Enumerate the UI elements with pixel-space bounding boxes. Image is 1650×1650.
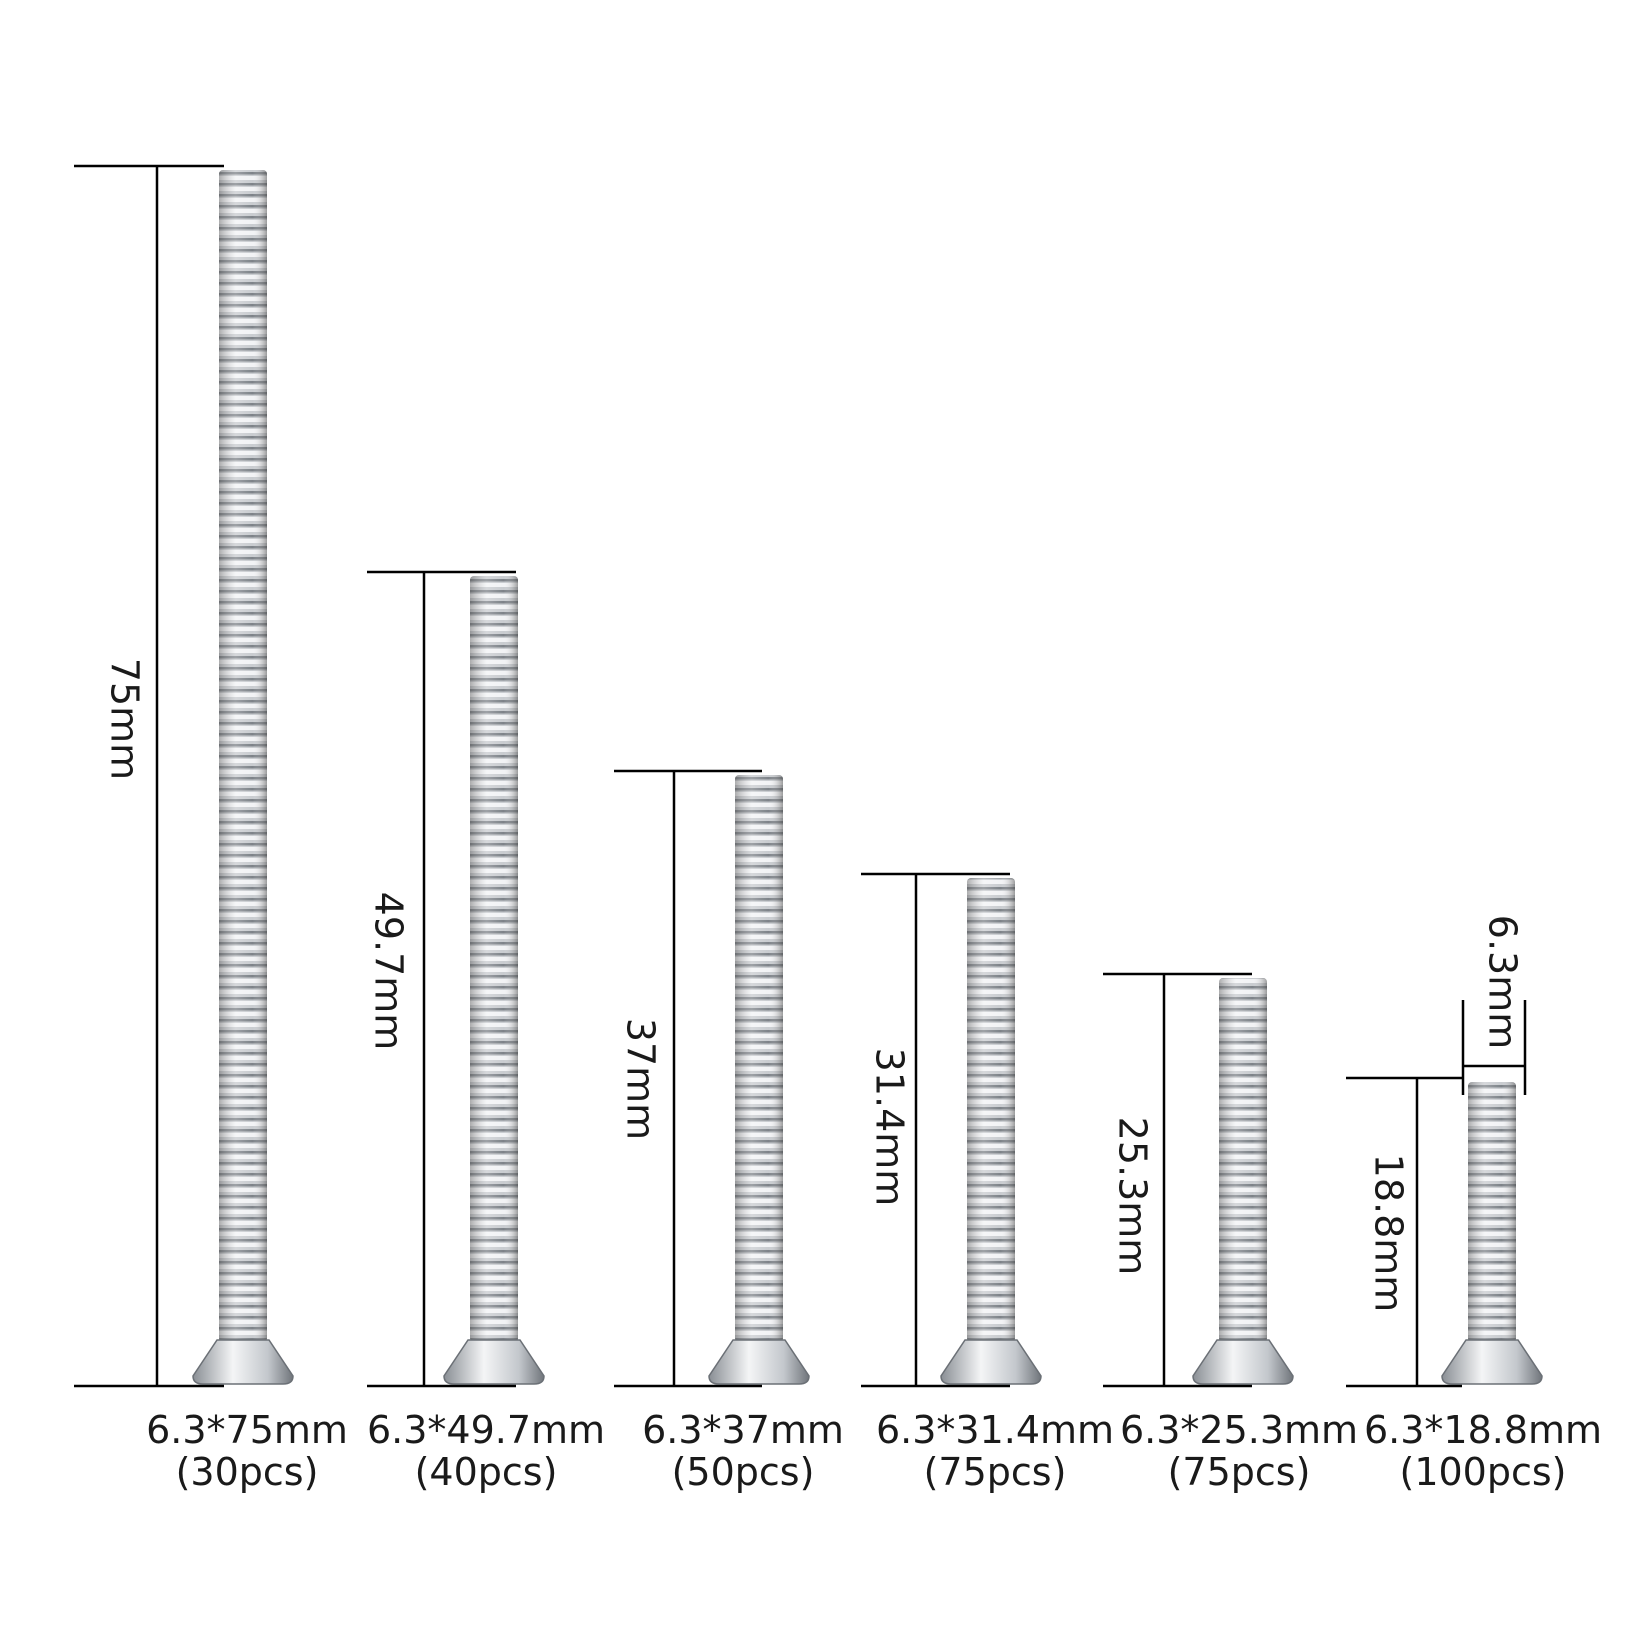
screw: 18.8mm 6.3*18.8mm(100pcs) (1346, 1076, 1602, 1494)
count-label: (50pcs) (672, 1450, 815, 1494)
screw: 75mm 6.3*75mm(30pcs) (74, 164, 348, 1494)
screw: 49.7mm 6.3*49.7mm(40pcs) (367, 570, 605, 1494)
length-label: 49.7mm (367, 892, 411, 1051)
size-label: 6.3*75mm (146, 1408, 348, 1452)
count-label: (100pcs) (1400, 1450, 1567, 1494)
screw-head (1192, 1339, 1294, 1385)
screw-shade (219, 170, 267, 1342)
screw: 37mm 6.3*37mm(50pcs) (614, 769, 844, 1494)
screw-head (1441, 1339, 1543, 1385)
screw-head (708, 1339, 810, 1385)
size-label: 6.3*18.8mm (1364, 1408, 1602, 1452)
length-label: 25.3mm (1111, 1117, 1155, 1276)
screw-shade (1219, 978, 1267, 1342)
screw-shade (967, 878, 1015, 1342)
screw-head (192, 1339, 294, 1385)
screw-head (940, 1339, 1042, 1385)
length-label: 75mm (103, 658, 147, 780)
screw-head (443, 1339, 545, 1385)
size-label: 6.3*49.7mm (367, 1408, 605, 1452)
screws: 75mm 6.3*75mm(30pcs) 49.7mm 6.3*49.7mm(40pc… (74, 164, 1602, 1494)
screw-shade (470, 576, 518, 1342)
count-label: (30pcs) (176, 1450, 319, 1494)
length-label: 18.8mm (1367, 1154, 1411, 1313)
length-label: 31.4mm (868, 1048, 912, 1207)
count-label: (75pcs) (924, 1450, 1067, 1494)
count-label: (40pcs) (415, 1450, 558, 1494)
size-label: 6.3*37mm (642, 1408, 844, 1452)
length-label: 37mm (619, 1018, 663, 1140)
size-label: 6.3*25.3mm (1120, 1408, 1358, 1452)
screw: 31.4mm 6.3*31.4mm(75pcs) (861, 872, 1114, 1494)
count-label: (75pcs) (1168, 1450, 1311, 1494)
diameter-label: 6.3mm (1481, 915, 1525, 1049)
screw: 25.3mm 6.3*25.3mm(75pcs) (1103, 972, 1358, 1494)
screw-shade (735, 775, 783, 1342)
size-label: 6.3*31.4mm (876, 1408, 1114, 1452)
diameter-marker: 6.3mm (1461, 915, 1527, 1095)
screw-shade (1468, 1082, 1516, 1342)
